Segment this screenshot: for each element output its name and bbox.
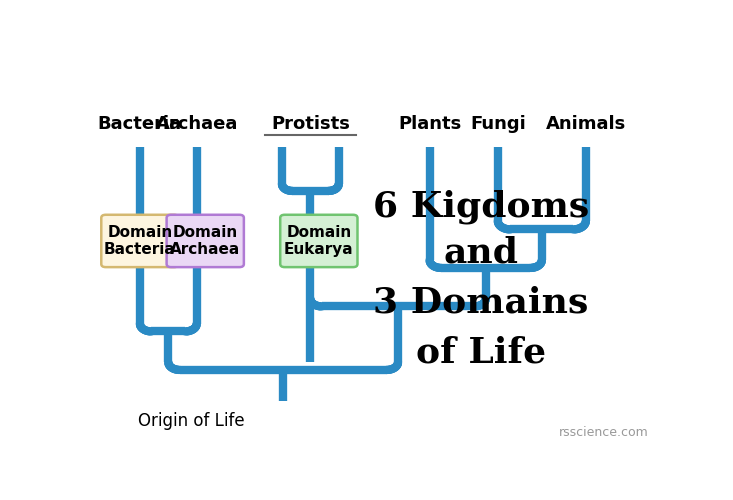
FancyBboxPatch shape: [101, 215, 179, 267]
Text: Protists: Protists: [271, 115, 350, 133]
Text: Domain
Eukarya: Domain Eukarya: [284, 225, 353, 257]
Text: Fungi: Fungi: [470, 115, 526, 133]
Text: 6 Kigdoms: 6 Kigdoms: [372, 189, 589, 224]
Text: rsscience.com: rsscience.com: [559, 426, 649, 439]
Text: Domain
Bacteria: Domain Bacteria: [104, 225, 176, 257]
Text: and: and: [443, 236, 518, 270]
FancyBboxPatch shape: [280, 215, 358, 267]
Text: Domain
Archaea: Domain Archaea: [170, 225, 240, 257]
Text: Archaea: Archaea: [155, 115, 238, 133]
Text: of Life: of Life: [416, 336, 546, 370]
Text: Animals: Animals: [546, 115, 626, 133]
Text: Plants: Plants: [398, 115, 461, 133]
FancyBboxPatch shape: [166, 215, 244, 267]
Text: 3 Domains: 3 Domains: [373, 286, 589, 320]
Text: Bacteria: Bacteria: [97, 115, 182, 133]
Text: Origin of Life: Origin of Life: [138, 412, 244, 430]
